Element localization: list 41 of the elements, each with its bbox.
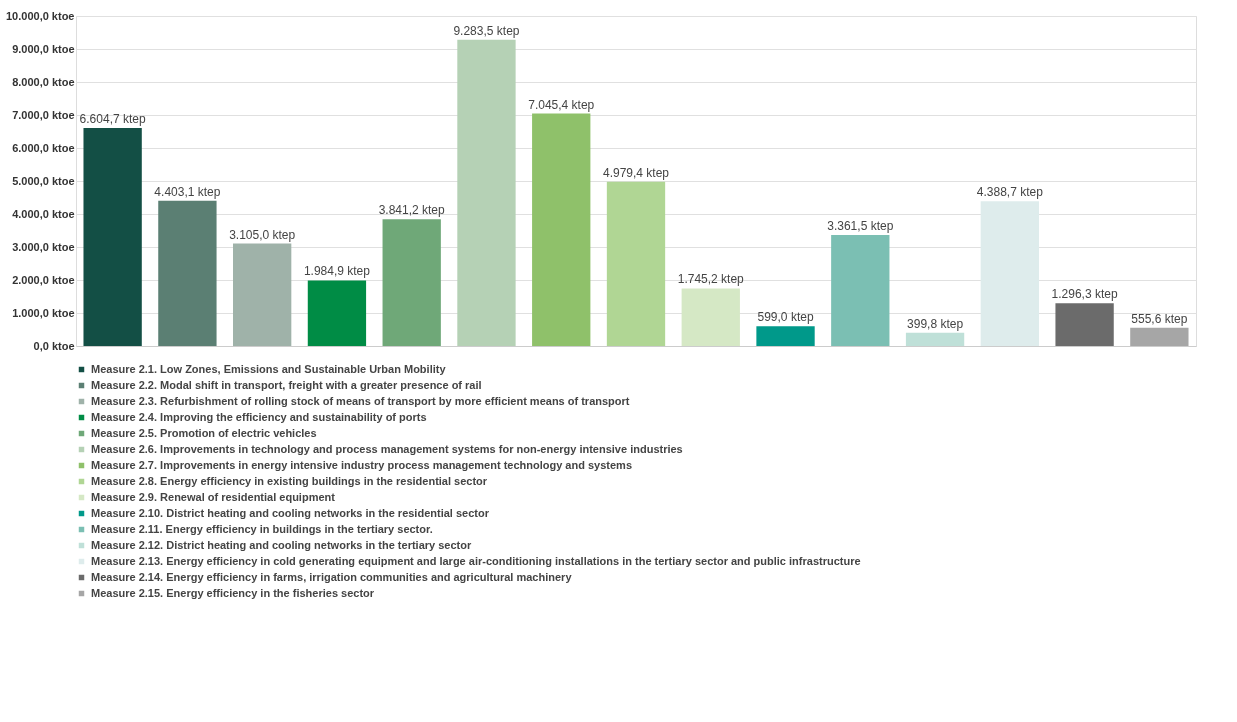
legend-label: Measure 2.4. Improving the efficiency and sustainability of ports	[91, 410, 427, 423]
data-label: 7.045,4 ktep	[528, 97, 595, 112]
y-tick-label: 10.000,0 ktoe	[6, 9, 75, 22]
legend-label: Measure 2.3. Refurbishment of rolling stock of means of transport by more efficient means of transport	[91, 394, 630, 407]
data-label: 3.361,5 ktep	[827, 219, 894, 234]
data-label: 1.745,2 ktep	[677, 272, 745, 287]
legend-label: Measure 2.8. Energy efficiency in existing buildings in the residential sector	[91, 474, 488, 487]
y-tick-label: 9.000,0 ktoe	[12, 42, 75, 55]
legend-label: Measure 2.14. Energy efficiency in farms, irrigation communities and agricultural machinery	[91, 570, 573, 583]
legend-label: Measure 2.10. District heating and cooling networks in the residential sector	[91, 506, 490, 519]
legend-label: Measure 2.11. Energy efficiency in buildings in the tertiary sector.	[91, 522, 433, 535]
legend-label: Measure 2.13. Energy efficiency in cold generating equipment and large air-conditioning installations in the tertiary sector and public infrastructure	[91, 554, 861, 567]
legend-label: Measure 2.15. Energy efficiency in the fisheries sector	[91, 586, 375, 599]
data-label: 1.296,3 ktep	[1051, 287, 1118, 302]
y-tick-label: 8.000,0 ktoe	[12, 75, 75, 88]
legend-label: Measure 2.2. Modal shift in transport, freight with a greater presence of rail	[91, 378, 482, 391]
data-label: 3.841,2 ktep	[378, 203, 446, 218]
y-tick-label: 3.000,0 ktoe	[12, 240, 75, 253]
data-label: 1.984,9 ktep	[303, 264, 371, 279]
data-label: 599,0 ktep	[757, 310, 814, 325]
data-label: 6.604,7 ktep	[79, 112, 146, 127]
y-tick-label: 1.000,0 ktoe	[12, 306, 75, 319]
y-tick-label: 2.000,0 ktoe	[12, 273, 75, 286]
legend-label: Measure 2.7. Improvements in energy intensive industry process management technology and systems	[91, 458, 633, 471]
y-tick-label: 4.000,0 ktoe	[12, 207, 75, 220]
legend-label: Measure 2.5. Promotion of electric vehicles	[91, 426, 317, 439]
data-label: 3.105,0 ktep	[229, 227, 296, 242]
data-label: 4.979,4 ktep	[602, 165, 670, 180]
y-tick-label: 6.000,0 ktoe	[12, 141, 75, 154]
data-label: 399,8 ktep	[907, 316, 964, 331]
data-label: 555,6 ktep	[1131, 311, 1188, 326]
y-tick-label: 5.000,0 ktoe	[12, 174, 75, 187]
y-tick-label: 7.000,0 ktoe	[12, 108, 75, 121]
legend-label: Measure 2.12. District heating and cooling networks in the tertiary sector	[91, 538, 472, 551]
y-tick-label: 0,0 ktoe	[33, 339, 75, 352]
data-label: 4.388,7 ktep	[976, 185, 1044, 200]
data-label: 9.283,5 ktep	[453, 23, 520, 38]
data-label: 4.403,1 ktep	[154, 184, 221, 199]
legend-label: Measure 2.6. Improvements in technology and process management systems for non-energy intensive industries	[91, 442, 683, 455]
legend-label: Measure 2.1. Low Zones, Emissions and Sustainable Urban Mobility	[91, 362, 447, 375]
legend-label: Measure 2.9. Renewal of residential equipment	[91, 490, 336, 503]
